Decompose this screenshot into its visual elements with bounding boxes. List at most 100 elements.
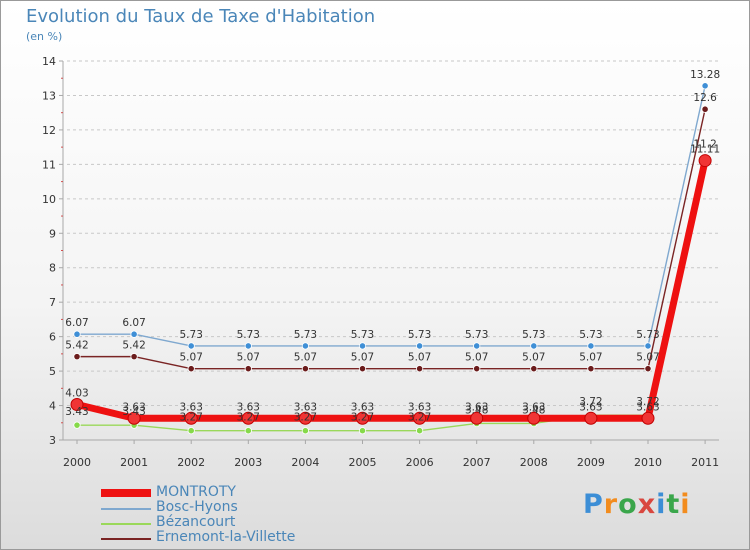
x-tick-label: 2009 xyxy=(577,456,605,469)
data-label: 12.6 xyxy=(693,92,717,104)
data-point xyxy=(701,105,709,113)
data-label: 3.63 xyxy=(237,401,260,413)
y-tick-label: 11 xyxy=(42,158,56,171)
data-label: 3.63 xyxy=(579,401,602,413)
data-label: 3.27 xyxy=(408,412,431,424)
data-label: 5.07 xyxy=(237,352,260,364)
data-label: 5.73 xyxy=(351,329,374,341)
data-point xyxy=(530,365,538,373)
data-point xyxy=(301,427,309,435)
x-tick-label: 2001 xyxy=(120,456,148,469)
legend-label-bosc-hyons: Bosc-Hyons xyxy=(156,499,238,515)
x-tick-label: 2011 xyxy=(691,456,719,469)
legend-label-montroty: MONTROTY xyxy=(156,484,236,500)
legend-label-bezancourt: Bézancourt xyxy=(156,514,236,530)
data-point xyxy=(187,365,195,373)
data-point xyxy=(644,365,652,373)
data-point xyxy=(73,421,81,429)
data-label: 5.73 xyxy=(180,329,203,341)
data-point xyxy=(301,365,309,373)
data-point xyxy=(698,154,712,168)
y-tick-label: 13 xyxy=(42,89,56,102)
data-point xyxy=(413,411,427,425)
data-label: 5.07 xyxy=(294,352,317,364)
series-line-ernemont-la-villette xyxy=(76,108,706,370)
data-label: 3.63 xyxy=(522,401,545,413)
proxiti-logo[interactable]: Proxiti xyxy=(583,489,691,520)
data-point xyxy=(701,82,709,90)
data-point xyxy=(187,427,195,435)
data-point xyxy=(70,398,84,412)
data-label: 3.48 xyxy=(522,404,545,416)
data-label: 11.11 xyxy=(690,144,720,156)
data-point xyxy=(473,365,481,373)
data-label: 5.73 xyxy=(579,329,602,341)
chart-unit: (en %) xyxy=(26,30,63,43)
y-tick-label: 6 xyxy=(49,331,56,344)
x-tick-label: 2000 xyxy=(63,456,91,469)
x-tick-label: 2004 xyxy=(291,456,319,469)
data-label: 3.63 xyxy=(180,401,203,413)
data-label: 5.07 xyxy=(636,352,659,364)
data-label: 3.27 xyxy=(237,412,260,424)
data-point xyxy=(187,342,195,350)
data-label: 5.07 xyxy=(408,352,431,364)
data-point xyxy=(584,411,598,425)
y-tick-label: 14 xyxy=(42,55,56,68)
data-point xyxy=(473,342,481,350)
data-point xyxy=(73,330,81,338)
data-point xyxy=(127,411,141,425)
data-label: 5.42 xyxy=(65,340,88,352)
data-point xyxy=(415,427,424,435)
data-label: 3.27 xyxy=(294,412,317,424)
y-tick-label: 9 xyxy=(49,227,56,240)
data-label: 3.63 xyxy=(408,401,431,413)
chart-title: Evolution du Taux de Taxe d'Habitation xyxy=(26,6,376,27)
data-label: 3.27 xyxy=(351,412,374,424)
data-point xyxy=(130,353,138,361)
data-point xyxy=(358,365,367,373)
data-label: 3.63 xyxy=(465,401,488,413)
data-label: 3.43 xyxy=(65,406,88,418)
data-point xyxy=(356,411,369,425)
data-label: 3.63 xyxy=(636,401,659,413)
data-point xyxy=(358,342,367,350)
data-label: 5.07 xyxy=(579,352,602,364)
data-label: 5.42 xyxy=(122,340,145,352)
y-tick-label: 8 xyxy=(49,262,56,275)
data-label: 6.07 xyxy=(65,317,88,329)
y-tick-label: 5 xyxy=(49,365,56,378)
data-label: 5.73 xyxy=(408,329,431,341)
x-tick-label: 2007 xyxy=(463,456,491,469)
data-label: 5.73 xyxy=(237,329,260,341)
x-tick-label: 2008 xyxy=(520,456,548,469)
y-tick-label: 3 xyxy=(49,434,56,447)
data-label: 5.07 xyxy=(180,352,203,364)
data-point xyxy=(73,353,81,361)
data-label: 5.73 xyxy=(294,329,317,341)
x-tick-label: 2005 xyxy=(349,456,377,469)
data-label: 6.07 xyxy=(122,317,145,329)
data-label: 3.48 xyxy=(465,404,488,416)
data-point xyxy=(244,427,252,435)
data-label: 3.43 xyxy=(122,406,145,418)
data-label: 5.07 xyxy=(522,352,545,364)
data-point xyxy=(587,365,595,373)
data-label: 5.07 xyxy=(351,352,374,364)
data-point xyxy=(244,342,252,350)
data-label: 4.03 xyxy=(65,388,88,400)
y-tick-label: 7 xyxy=(49,296,56,309)
data-point xyxy=(527,411,541,425)
data-point xyxy=(644,342,652,350)
data-label: 3.72 xyxy=(579,396,602,408)
data-label: 3.63 xyxy=(122,401,145,413)
data-label: 5.07 xyxy=(465,352,488,364)
x-tick-label: 2006 xyxy=(406,456,434,469)
y-tick-label: 10 xyxy=(42,193,56,206)
data-point xyxy=(298,411,312,425)
data-label: 3.63 xyxy=(351,401,374,413)
data-label: 5.73 xyxy=(465,329,488,341)
data-point xyxy=(641,411,655,425)
